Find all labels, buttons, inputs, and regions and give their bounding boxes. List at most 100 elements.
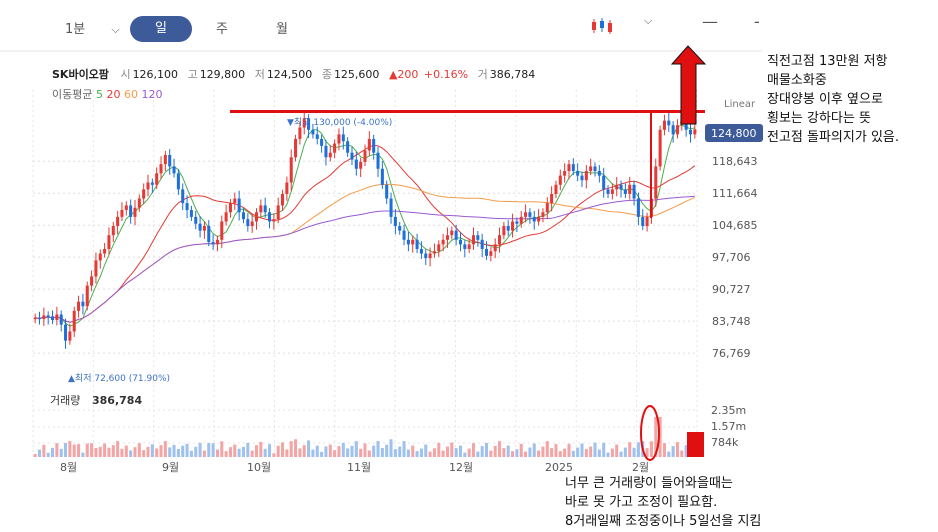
candle-body bbox=[137, 198, 141, 208]
candle-body bbox=[55, 314, 59, 320]
candle-body bbox=[302, 118, 306, 128]
change-value: ▲200 bbox=[388, 68, 419, 81]
volume-bar bbox=[42, 444, 46, 457]
candle-body bbox=[168, 155, 172, 167]
candle-type-button[interactable] bbox=[590, 16, 614, 40]
volume-bar bbox=[72, 444, 76, 457]
stock-info-bar: SK바이오팜 시 126,100 고 129,800 저 124,500 종 125,6… bbox=[52, 66, 537, 82]
annotation-overlay bbox=[230, 45, 707, 461]
candle-body bbox=[189, 210, 193, 217]
volume-bar bbox=[220, 441, 224, 457]
x-axis-label: 10월 bbox=[247, 461, 271, 474]
volume-bar bbox=[480, 446, 484, 457]
volume-bar bbox=[228, 447, 232, 457]
volume-bar bbox=[294, 439, 298, 457]
tab-day[interactable]: 일 bbox=[130, 16, 192, 42]
volume-bar bbox=[298, 448, 302, 457]
volume-bar bbox=[81, 452, 85, 457]
chevron-down-icon[interactable]: ⌵ bbox=[644, 14, 653, 27]
candle-body bbox=[467, 244, 471, 249]
candle-body bbox=[233, 198, 237, 204]
candle-body bbox=[667, 120, 671, 126]
candle-body bbox=[445, 235, 449, 240]
candle-body bbox=[346, 141, 350, 153]
candle-body bbox=[33, 317, 37, 320]
volume-bar bbox=[64, 443, 68, 457]
volume-bar bbox=[90, 443, 94, 457]
volume-bar bbox=[372, 445, 376, 457]
annotation-line: 횡보는 강하다는 뜻 bbox=[767, 111, 871, 126]
volume-bar bbox=[103, 443, 107, 457]
volume-bar bbox=[632, 447, 636, 457]
candle-body bbox=[146, 182, 150, 190]
high-value: 129,800 bbox=[199, 68, 246, 81]
volume-grid: 거래량 386,784 2.35m 1.57m 784k bbox=[33, 394, 746, 449]
candle-body bbox=[398, 226, 402, 231]
volume-bar bbox=[541, 446, 545, 457]
volume-bar bbox=[363, 443, 367, 457]
volume-bar bbox=[315, 445, 319, 457]
volume-bar bbox=[254, 445, 259, 457]
volume-bar bbox=[198, 442, 202, 457]
volume-bar bbox=[250, 450, 254, 457]
volume-bar bbox=[402, 441, 406, 457]
volume-bar bbox=[597, 449, 601, 457]
volume-bar bbox=[528, 447, 532, 457]
candle-body bbox=[320, 138, 324, 146]
annotation-line: 매물소화중 bbox=[767, 73, 827, 88]
candle-body bbox=[77, 301, 81, 311]
candle-body bbox=[150, 182, 154, 185]
candle-body bbox=[480, 239, 484, 249]
volume-bar bbox=[532, 443, 536, 457]
candle-body bbox=[528, 212, 532, 217]
ma5-label: 5 bbox=[95, 88, 103, 101]
volume-bar bbox=[376, 441, 380, 457]
annotation-line: 너무 큰 거래량이 들어와을때는 bbox=[565, 476, 733, 491]
volume-bar bbox=[393, 449, 397, 457]
candle-body bbox=[333, 143, 337, 153]
candle-body bbox=[324, 145, 328, 158]
volume-bar bbox=[359, 448, 363, 457]
resistance-annotation: 직전고점 13만원 저항 매물소화중 장대양봉 이후 옆으로 횡보는 강하다는 … bbox=[767, 52, 899, 147]
volume-bar bbox=[493, 445, 497, 457]
volume-bar bbox=[554, 444, 558, 457]
open-label: 시 bbox=[120, 68, 131, 81]
volume-bar bbox=[137, 443, 141, 457]
volume-label: 거 bbox=[477, 68, 488, 81]
volume-bar bbox=[684, 445, 688, 457]
volume-bar bbox=[454, 448, 458, 457]
tab-month[interactable]: 월 bbox=[276, 22, 288, 37]
candle-body bbox=[372, 138, 376, 153]
volume-bar bbox=[246, 442, 250, 457]
candle-body bbox=[124, 205, 128, 210]
volume-bar bbox=[537, 450, 541, 457]
volume-bar bbox=[645, 448, 649, 457]
change-percent: +0.16% bbox=[423, 68, 469, 81]
candle-body bbox=[406, 239, 410, 245]
candle-body bbox=[250, 221, 254, 227]
candle-body bbox=[215, 239, 219, 245]
volume-bar bbox=[211, 443, 215, 457]
interval-minute-dropdown[interactable]: 1분 ⌵ bbox=[65, 18, 120, 37]
volume-bar bbox=[46, 452, 50, 457]
candle-body bbox=[307, 118, 311, 130]
more-icon[interactable]: - bbox=[754, 12, 760, 31]
candle-body bbox=[693, 129, 697, 135]
volume-bar bbox=[367, 450, 371, 457]
candle-body bbox=[515, 221, 519, 224]
volume-bar bbox=[33, 454, 37, 457]
candle-body bbox=[207, 226, 211, 243]
candle-body bbox=[541, 212, 545, 217]
volume-bar bbox=[558, 451, 562, 457]
candle-body bbox=[428, 253, 432, 259]
minimize-icon[interactable]: — bbox=[702, 12, 718, 31]
ma60-label: 60 bbox=[123, 88, 138, 101]
candle-body bbox=[424, 253, 428, 259]
volume-bar bbox=[515, 449, 519, 457]
candle-body bbox=[471, 235, 476, 245]
volume-bar bbox=[124, 445, 128, 457]
candle-body bbox=[172, 166, 176, 174]
candle-body bbox=[259, 205, 263, 213]
tab-week[interactable]: 주 bbox=[216, 22, 228, 37]
candle-body bbox=[632, 184, 636, 199]
